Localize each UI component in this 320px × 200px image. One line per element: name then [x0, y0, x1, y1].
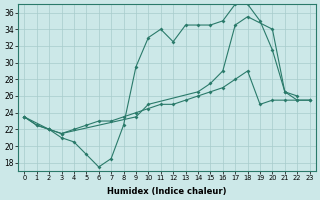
X-axis label: Humidex (Indice chaleur): Humidex (Indice chaleur)	[107, 187, 227, 196]
